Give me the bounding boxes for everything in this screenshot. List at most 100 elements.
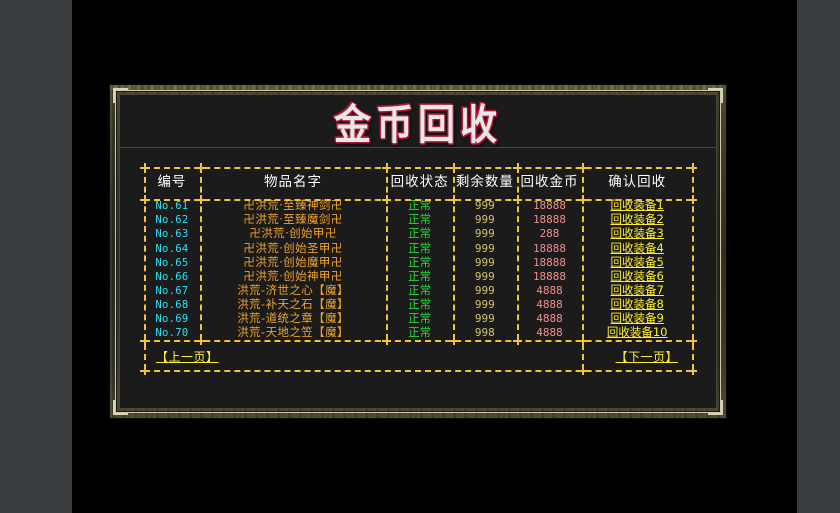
- recycle-item-button[interactable]: 回收装备7: [582, 284, 692, 298]
- corner-notch-bottom-left: [113, 400, 128, 415]
- table-row: No.66 卍洪荒·创始神甲卍 正常 999 18888 回收装备6: [144, 269, 692, 283]
- recycle-item-button-text[interactable]: 回收装备1: [610, 198, 664, 213]
- cell-qty: 999: [453, 269, 517, 283]
- grid-line-vertical: [199, 167, 202, 340]
- recycle-item-button-text[interactable]: 回收装备2: [610, 212, 664, 227]
- cell-state-text: 正常: [408, 226, 432, 241]
- cell-no-text: No.61: [155, 200, 189, 213]
- cell-qty-text: 999: [474, 297, 495, 311]
- table-row: No.63 卍洪荒·创始甲卍 正常 999 288 回收装备3: [144, 227, 692, 241]
- cell-coin: 18888: [517, 241, 583, 255]
- cell-name: 洪荒-天地之笠【魔】: [200, 326, 386, 340]
- grid-line-vertical: [582, 343, 585, 370]
- column-header-qty: 剩余数量: [455, 174, 514, 191]
- recycle-item-button-text[interactable]: 回收装备5: [610, 254, 664, 269]
- recycle-item-button-text[interactable]: 回收装备10: [606, 325, 668, 340]
- cell-qty-text: 999: [474, 269, 495, 283]
- recycle-item-button[interactable]: 回收装备5: [582, 255, 692, 269]
- cell-coin: 18888: [517, 255, 583, 269]
- column-header-coin: 回收金币: [520, 174, 579, 191]
- recycle-item-button[interactable]: 回收装备1: [582, 199, 692, 213]
- cell-qty: 999: [453, 284, 517, 298]
- recycle-item-button-text[interactable]: 回收装备4: [610, 240, 664, 255]
- cell-state-text: 正常: [408, 240, 432, 255]
- pagination-bar: 【上一页】 【下一页】: [144, 344, 692, 370]
- cell-no-text: No.67: [155, 284, 189, 297]
- cell-coin-text: 18888: [532, 255, 567, 269]
- cell-state: 正常: [386, 284, 453, 298]
- cell-no-text: No.64: [155, 242, 189, 255]
- cell-coin: 4888: [517, 284, 583, 298]
- cell-no: No.69: [144, 312, 200, 326]
- recycle-item-button[interactable]: 回收装备3: [582, 227, 692, 241]
- cell-name-text: 卍洪荒·创始圣甲卍: [243, 240, 343, 255]
- cell-no: No.70: [144, 326, 200, 340]
- cell-qty: 999: [453, 227, 517, 241]
- cell-qty: 999: [453, 199, 517, 213]
- recycle-table-container: 编号 物品名字 回收状态 剩余数量 回收金币 确认回收 No.61 卍洪荒·至臻神…: [140, 163, 697, 394]
- cell-no-text: No.66: [155, 270, 189, 283]
- cell-qty-text: 999: [474, 241, 495, 255]
- recycle-item-button[interactable]: 回收装备6: [582, 269, 692, 283]
- next-page-button[interactable]: 【下一页】: [615, 350, 678, 365]
- cell-no: No.65: [144, 255, 200, 269]
- cell-state-text: 正常: [408, 268, 432, 283]
- recycle-table: 编号 物品名字 回收状态 剩余数量 回收金币 确认回收 No.61 卍洪荒·至臻神…: [144, 167, 692, 340]
- cell-coin: 18888: [517, 213, 583, 227]
- recycle-item-button[interactable]: 回收装备9: [582, 312, 692, 326]
- cell-qty-text: 999: [474, 283, 495, 297]
- recycle-item-button-text[interactable]: 回收装备8: [610, 296, 664, 311]
- recycle-item-button-text[interactable]: 回收装备6: [610, 268, 664, 283]
- table-row: No.70 洪荒-天地之笠【魔】 正常 998 4888 回收装备10: [144, 326, 692, 340]
- recycle-item-button[interactable]: 回收装备2: [582, 213, 692, 227]
- cell-state-text: 正常: [408, 212, 432, 227]
- cell-coin-text: 4888: [536, 297, 563, 311]
- cell-state: 正常: [386, 326, 453, 340]
- grid-line-vertical: [516, 167, 519, 340]
- cell-state-text: 正常: [408, 325, 432, 340]
- cell-coin-text: 18888: [532, 213, 567, 227]
- cell-state-text: 正常: [408, 198, 432, 213]
- grid-line-vertical: [582, 167, 585, 340]
- cell-no: No.67: [144, 284, 200, 298]
- corner-notch-bottom-right: [708, 400, 723, 415]
- cell-no-text: No.70: [155, 327, 189, 340]
- recycle-item-button-text[interactable]: 回收装备3: [610, 226, 664, 241]
- cell-name: 洪荒-道统之章【魔】: [200, 312, 386, 326]
- column-header-no: 编号: [157, 174, 187, 191]
- recycle-item-button[interactable]: 回收装备4: [582, 241, 692, 255]
- cell-no: No.62: [144, 213, 200, 227]
- recycle-item-button-text[interactable]: 回收装备7: [610, 282, 664, 297]
- cell-no-text: No.69: [155, 313, 189, 326]
- cell-coin-text: 4888: [536, 312, 563, 326]
- table-row: No.61 卍洪荒·至臻神剑卍 正常 999 18888 回收装备1: [144, 199, 692, 213]
- grid-line-horizontal: [144, 167, 692, 169]
- grid-line-vertical: [386, 167, 389, 340]
- cell-state-text: 正常: [408, 296, 432, 311]
- cell-name: 卍洪荒·创始魔甲卍: [200, 255, 386, 269]
- table-head: 编号 物品名字 回收状态 剩余数量 回收金币 确认回收: [144, 167, 692, 199]
- cell-no-text: No.68: [155, 298, 189, 311]
- cell-name-text: 洪荒-补天之石【魔】: [237, 296, 349, 311]
- recycle-item-button-text[interactable]: 回收装备9: [610, 311, 664, 326]
- cell-name: 卍洪荒·至臻魔剑卍: [200, 213, 386, 227]
- recycle-item-button[interactable]: 回收装备8: [582, 298, 692, 312]
- cell-qty-text: 999: [474, 199, 495, 213]
- cell-state: 正常: [386, 269, 453, 283]
- cell-qty-text: 999: [474, 227, 495, 241]
- cell-name-text: 卍洪荒·至臻魔剑卍: [243, 212, 343, 227]
- cell-state-text: 正常: [408, 311, 432, 326]
- recycle-item-button[interactable]: 回收装备10: [582, 326, 692, 340]
- cell-no: No.64: [144, 241, 200, 255]
- table-row: No.65 卍洪荒·创始魔甲卍 正常 999 18888 回收装备5: [144, 255, 692, 269]
- column-header-name: 物品名字: [264, 174, 323, 191]
- cell-coin-text: 4888: [536, 326, 563, 340]
- cell-coin: 18888: [517, 199, 583, 213]
- grid-line-vertical: [144, 343, 146, 370]
- cell-qty-text: 999: [474, 255, 495, 269]
- corner-notch-top-left: [113, 88, 128, 103]
- cell-name: 卍洪荒·创始神甲卍: [200, 269, 386, 283]
- prev-page-button[interactable]: 【上一页】: [156, 350, 219, 365]
- cell-state: 正常: [386, 298, 453, 312]
